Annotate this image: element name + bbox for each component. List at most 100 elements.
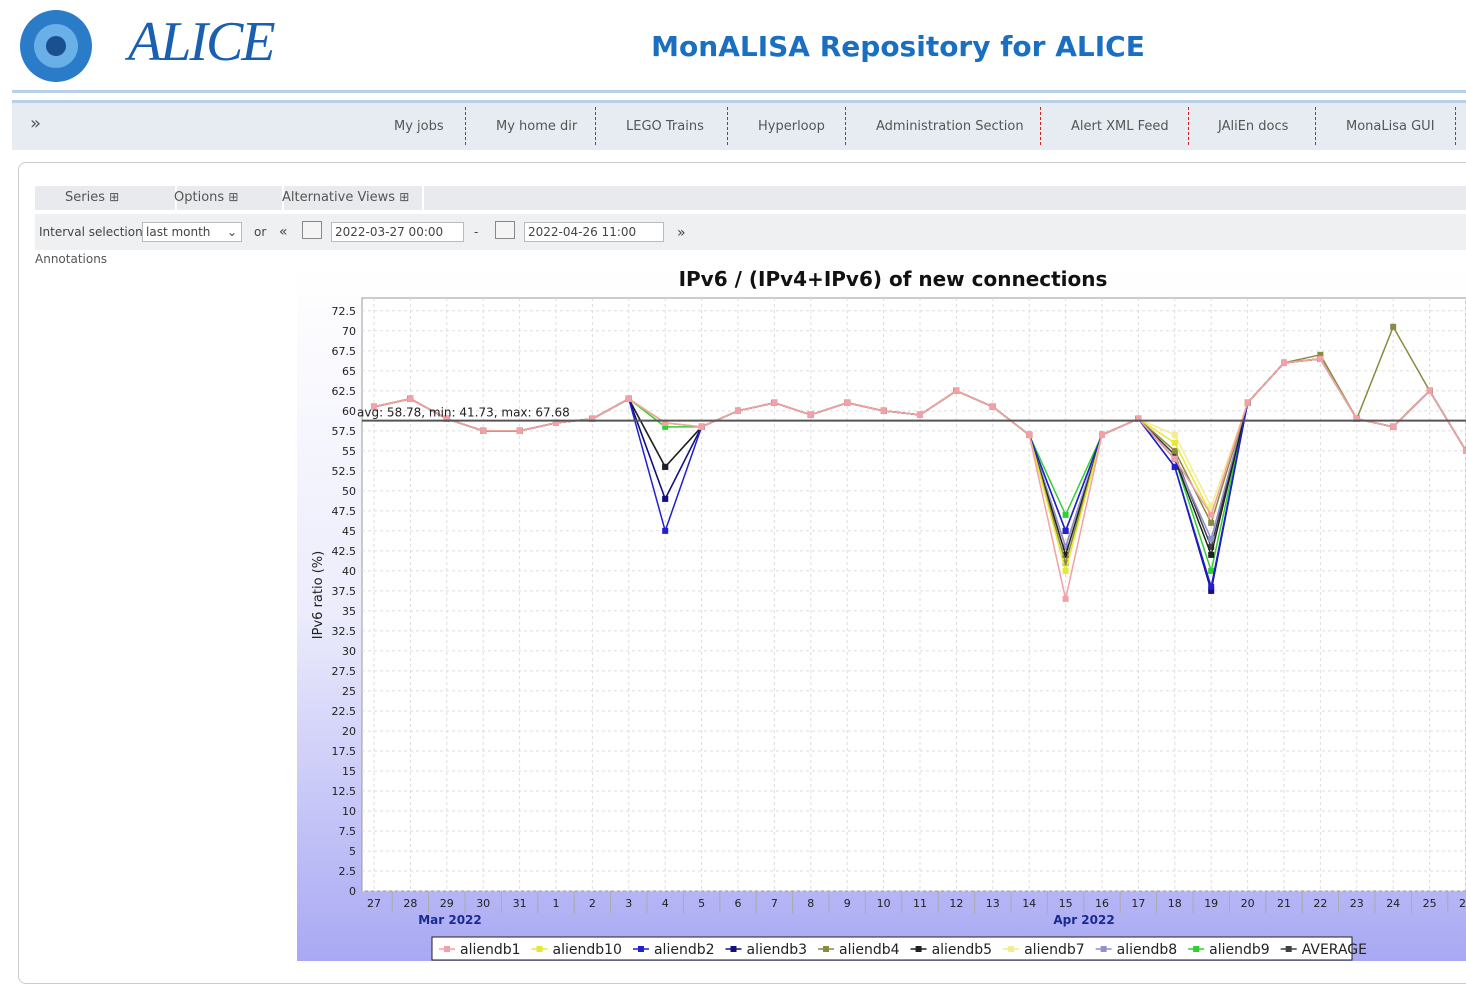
x-tick-label: 13	[986, 897, 1000, 910]
y-tick-label: 37.5	[332, 585, 357, 598]
point	[1171, 447, 1178, 454]
y-tick-label: 27.5	[332, 665, 357, 678]
y-tick-label: 35	[342, 605, 356, 618]
nav-item[interactable]: JAliEn docs	[1218, 119, 1289, 134]
point	[1135, 415, 1142, 422]
x-tick-label: 26	[1459, 897, 1466, 910]
x-tick-label: 6	[735, 897, 742, 910]
legend-label: aliendb8	[1117, 942, 1178, 958]
y-tick-label: 30	[342, 645, 356, 658]
x-tick-label: 5	[698, 897, 705, 910]
nav-item[interactable]: My jobs	[394, 119, 444, 134]
x-tick-label: 30	[476, 897, 490, 910]
select-value: last month	[146, 225, 211, 239]
point	[516, 427, 523, 434]
point	[371, 403, 377, 410]
x-tick-label: 1	[553, 897, 560, 910]
nav-item[interactable]: LEGO Trains	[626, 119, 704, 134]
x-tick-label: 28	[403, 897, 417, 910]
point	[771, 399, 778, 406]
point	[1062, 567, 1069, 574]
point	[1208, 535, 1215, 542]
point	[698, 423, 705, 430]
expand-icon: ⊞	[109, 190, 120, 204]
legend-marker	[637, 946, 644, 952]
x-tick-label: 12	[949, 897, 963, 910]
logo-text: ALICE	[128, 11, 276, 73]
point	[662, 463, 669, 470]
expand-icon: ⊞	[228, 190, 239, 204]
point	[1062, 595, 1069, 602]
nav-item[interactable]: Administration Section	[876, 119, 1024, 134]
x-tick-label: 24	[1386, 897, 1400, 910]
point	[662, 527, 669, 534]
y-tick-label: 57.5	[332, 425, 357, 438]
plot-series	[362, 323, 1466, 602]
legend-label: aliendb3	[747, 942, 808, 958]
point	[735, 407, 741, 414]
legend-marker	[1008, 946, 1015, 952]
legend-label: aliendb5	[932, 942, 993, 958]
nav-item[interactable]: Hyperloop	[758, 119, 825, 134]
nav-bar: » My jobs My home dir LEGO Trains Hyperloop…	[12, 100, 1466, 150]
to-input[interactable]: 2022-04-26 11:00	[524, 222, 664, 242]
legend-label: aliendb4	[839, 942, 900, 958]
x-tick-label: 16	[1095, 897, 1109, 910]
expand-icon: ⊞	[399, 190, 410, 204]
nav-item[interactable]: My home dir	[496, 119, 578, 134]
point	[407, 395, 414, 402]
nav-separator	[1455, 107, 1456, 145]
x-tick-label: 18	[1168, 897, 1182, 910]
legend-marker	[444, 946, 450, 952]
next-button[interactable]: »	[677, 225, 686, 241]
legend-marker	[730, 946, 737, 952]
y-tick-label: 25	[342, 685, 356, 698]
point	[1171, 439, 1178, 446]
x-tick-label: 23	[1350, 897, 1364, 910]
tab-separator	[175, 186, 177, 210]
y-tick-label: 45	[342, 525, 356, 538]
annotation: avg: 58.78, min: 41.73, max: 67.68	[357, 406, 570, 420]
x-tick-label: 11	[913, 897, 927, 910]
annotations-link[interactable]: Annotations	[35, 252, 108, 266]
legend-marker	[915, 946, 922, 952]
nav-item[interactable]: Alert XML Feed	[1071, 119, 1169, 134]
point	[880, 407, 887, 414]
x-tick-label: 9	[844, 897, 851, 910]
point	[807, 411, 814, 418]
tab[interactable]: Alternative Views ⊞	[282, 190, 410, 205]
nav-separator	[1188, 107, 1189, 145]
divider	[12, 90, 1466, 93]
x-tick-label: 3	[625, 897, 632, 910]
calendar-icon[interactable]	[495, 221, 515, 239]
y-tick-label: 47.5	[332, 505, 357, 518]
point	[1317, 355, 1324, 362]
nav-item[interactable]: MonaLisa GUI	[1346, 119, 1435, 134]
nav-separator	[1315, 107, 1316, 145]
point	[1281, 359, 1287, 366]
point	[662, 495, 669, 502]
nav-separator	[1040, 107, 1041, 145]
y-tick-label: 20	[342, 725, 356, 738]
nav-toggle[interactable]: »	[30, 113, 42, 134]
tab[interactable]: Options ⊞	[174, 190, 239, 205]
x-tick-label: 22	[1313, 897, 1327, 910]
point	[1062, 551, 1069, 558]
tab-separator	[422, 186, 424, 210]
point	[1244, 399, 1251, 406]
legend-box	[431, 936, 1353, 961]
interval-select[interactable]: last month ⌄	[142, 222, 242, 242]
x-tick-label: 7	[771, 897, 778, 910]
from-input[interactable]: 2022-03-27 00:00	[331, 222, 464, 242]
tab-bar: Series ⊞ Options ⊞ Alternative Views ⊞	[35, 186, 1466, 210]
legend-label: aliendb1	[460, 942, 521, 958]
prev-button[interactable]: «	[279, 224, 288, 240]
legend-label: aliendb10	[553, 942, 622, 958]
legend-label: aliendb9	[1209, 942, 1270, 958]
or-text: or	[254, 225, 267, 239]
point	[1208, 503, 1215, 510]
tab[interactable]: Series ⊞	[65, 190, 120, 205]
point	[1062, 543, 1069, 550]
x-tick-label: 29	[440, 897, 454, 910]
calendar-icon[interactable]	[302, 221, 322, 239]
